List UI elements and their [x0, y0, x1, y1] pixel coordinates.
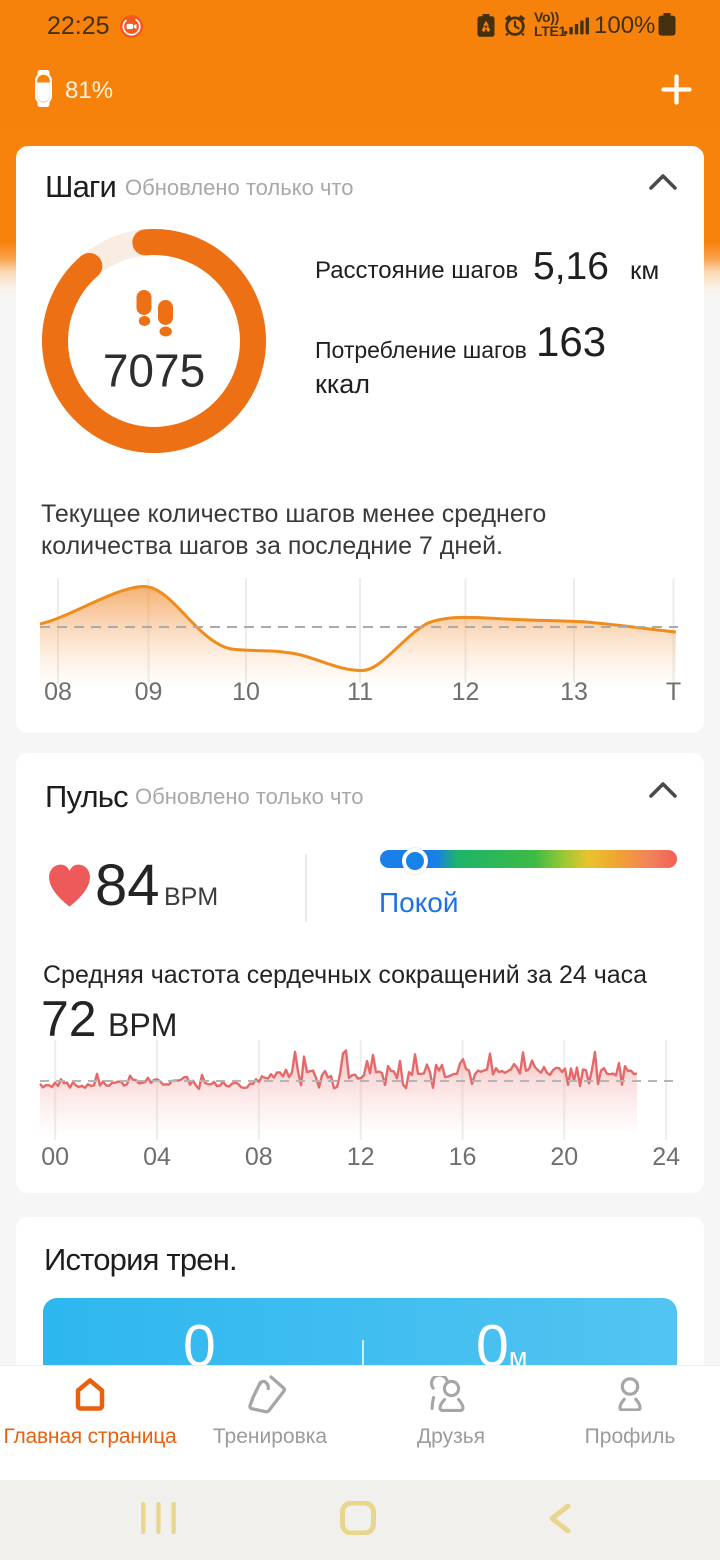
svg-text:10: 10	[232, 678, 260, 706]
svg-text:20: 20	[550, 1143, 578, 1171]
svg-text:16: 16	[449, 1143, 477, 1171]
svg-text:12: 12	[452, 678, 480, 706]
svg-text:11: 11	[347, 678, 373, 706]
svg-text:00: 00	[41, 1143, 69, 1171]
svg-text:7075: 7075	[103, 345, 205, 397]
svg-text:13: 13	[560, 678, 588, 706]
svg-text:08: 08	[44, 678, 72, 706]
svg-text:Т: Т	[666, 678, 681, 706]
svg-text:04: 04	[143, 1143, 171, 1171]
svg-text:09: 09	[135, 678, 163, 706]
svg-text:12: 12	[347, 1143, 375, 1171]
svg-text:08: 08	[245, 1143, 273, 1171]
svg-text:24: 24	[652, 1143, 680, 1171]
